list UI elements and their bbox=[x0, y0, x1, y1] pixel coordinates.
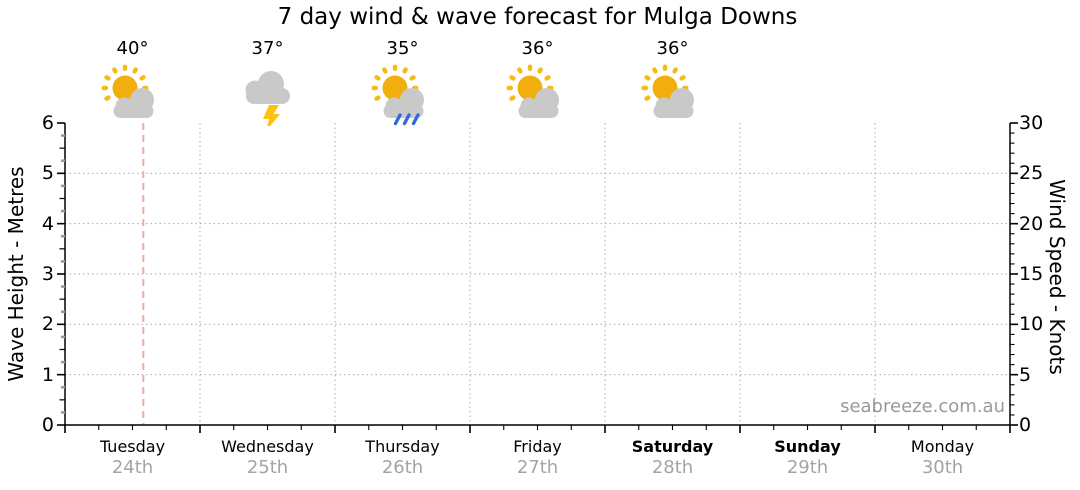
wind-axis-tick-label: 15 bbox=[1019, 263, 1044, 285]
date-label: 30th bbox=[921, 457, 964, 478]
sun-ray bbox=[651, 67, 658, 74]
wind-axis-tick-label: 30 bbox=[1019, 112, 1044, 134]
rain-streak bbox=[402, 113, 411, 126]
wave-axis-tick-label: 0 bbox=[41, 414, 54, 436]
storm-cloud-lightning-icon bbox=[245, 71, 290, 126]
rain-streak bbox=[411, 113, 420, 126]
wave-axis-tick-label: 2 bbox=[41, 313, 54, 336]
lightning-bolt bbox=[262, 105, 280, 126]
sun-disc bbox=[382, 75, 407, 101]
sun-ray bbox=[373, 95, 381, 101]
sun-cloud-icon bbox=[101, 64, 154, 118]
wave-axis-tick-label: 6 bbox=[41, 112, 54, 134]
cloud-glyph bbox=[518, 88, 559, 118]
sun-ray bbox=[678, 75, 686, 81]
rain-streak bbox=[393, 113, 402, 126]
temperature-label: 35° bbox=[386, 38, 419, 59]
cloud-glyph bbox=[113, 88, 154, 118]
temperature-label: 36° bbox=[521, 38, 554, 59]
wave-axis-tick-label: 1 bbox=[41, 363, 54, 386]
wind-axis-tick-label: 25 bbox=[1019, 162, 1044, 185]
cloud-glyph bbox=[383, 88, 424, 118]
sun-cloud-rain-icon bbox=[371, 64, 424, 126]
sun-ray bbox=[373, 75, 381, 81]
sun-ray bbox=[371, 85, 378, 91]
sun-ray bbox=[671, 67, 678, 74]
cloud-glyph bbox=[653, 88, 694, 118]
sun-ray bbox=[122, 64, 127, 71]
sun-glyph bbox=[371, 64, 418, 101]
sun-glyph bbox=[506, 64, 553, 101]
sun-ray bbox=[643, 95, 651, 101]
day-label: Wednesday bbox=[221, 437, 314, 456]
wave-axis-tick-label: 4 bbox=[41, 212, 54, 235]
day-label: Thursday bbox=[365, 437, 440, 456]
date-label: 27th bbox=[516, 457, 559, 478]
day-label: Tuesday bbox=[99, 437, 166, 456]
sun-ray bbox=[392, 64, 397, 71]
sun-ray bbox=[103, 75, 111, 81]
cloud-glyph bbox=[245, 71, 290, 104]
sun-ray bbox=[101, 85, 108, 91]
sun-cloud-icon bbox=[506, 64, 559, 118]
sun-disc bbox=[517, 75, 542, 101]
sun-ray bbox=[408, 75, 416, 81]
temperature-label: 37° bbox=[251, 38, 284, 59]
sun-ray bbox=[536, 67, 543, 74]
date-label: 29th bbox=[786, 457, 829, 478]
sun-ray bbox=[543, 75, 551, 81]
sun-cloud-icon bbox=[641, 64, 694, 118]
sun-ray bbox=[641, 85, 648, 91]
sun-ray bbox=[516, 67, 523, 74]
date-label: 26th bbox=[381, 457, 424, 478]
sun-ray bbox=[527, 64, 532, 71]
sun-glyph bbox=[641, 64, 688, 101]
sun-ray bbox=[506, 85, 513, 91]
wind-axis-tick-label: 0 bbox=[1019, 414, 1032, 436]
day-label: Sunday bbox=[774, 437, 841, 456]
date-label: 25th bbox=[246, 457, 289, 478]
wind-axis-tick-label: 5 bbox=[1019, 363, 1032, 386]
sun-ray bbox=[103, 95, 111, 101]
sun-ray bbox=[508, 75, 516, 81]
wind-axis-tick-label: 20 bbox=[1019, 212, 1044, 235]
temperature-label: 40° bbox=[116, 38, 149, 59]
sun-disc bbox=[652, 75, 677, 101]
day-label: Saturday bbox=[631, 437, 714, 456]
chart-title: 7 day wind & wave forecast for Mulga Dow… bbox=[277, 4, 798, 30]
wave-axis-tick-label: 3 bbox=[41, 263, 54, 285]
sun-ray bbox=[401, 67, 408, 74]
date-label: 28th bbox=[651, 457, 694, 478]
day-label: Friday bbox=[513, 437, 562, 456]
watermark-text: seabreeze.com.au bbox=[840, 396, 1005, 417]
day-label: Monday bbox=[910, 437, 975, 456]
sun-ray bbox=[138, 75, 146, 81]
sun-ray bbox=[131, 67, 138, 74]
sun-ray bbox=[381, 67, 388, 74]
temperature-label: 36° bbox=[656, 38, 689, 59]
sun-glyph bbox=[101, 64, 148, 101]
sun-ray bbox=[508, 95, 516, 101]
date-label: 24th bbox=[111, 457, 154, 478]
sun-ray bbox=[643, 75, 651, 81]
wind-axis-tick-label: 10 bbox=[1019, 313, 1044, 336]
sun-disc bbox=[112, 75, 137, 101]
sun-ray bbox=[662, 64, 667, 71]
sun-ray bbox=[111, 67, 118, 74]
wave-axis-tick-label: 5 bbox=[41, 162, 54, 185]
